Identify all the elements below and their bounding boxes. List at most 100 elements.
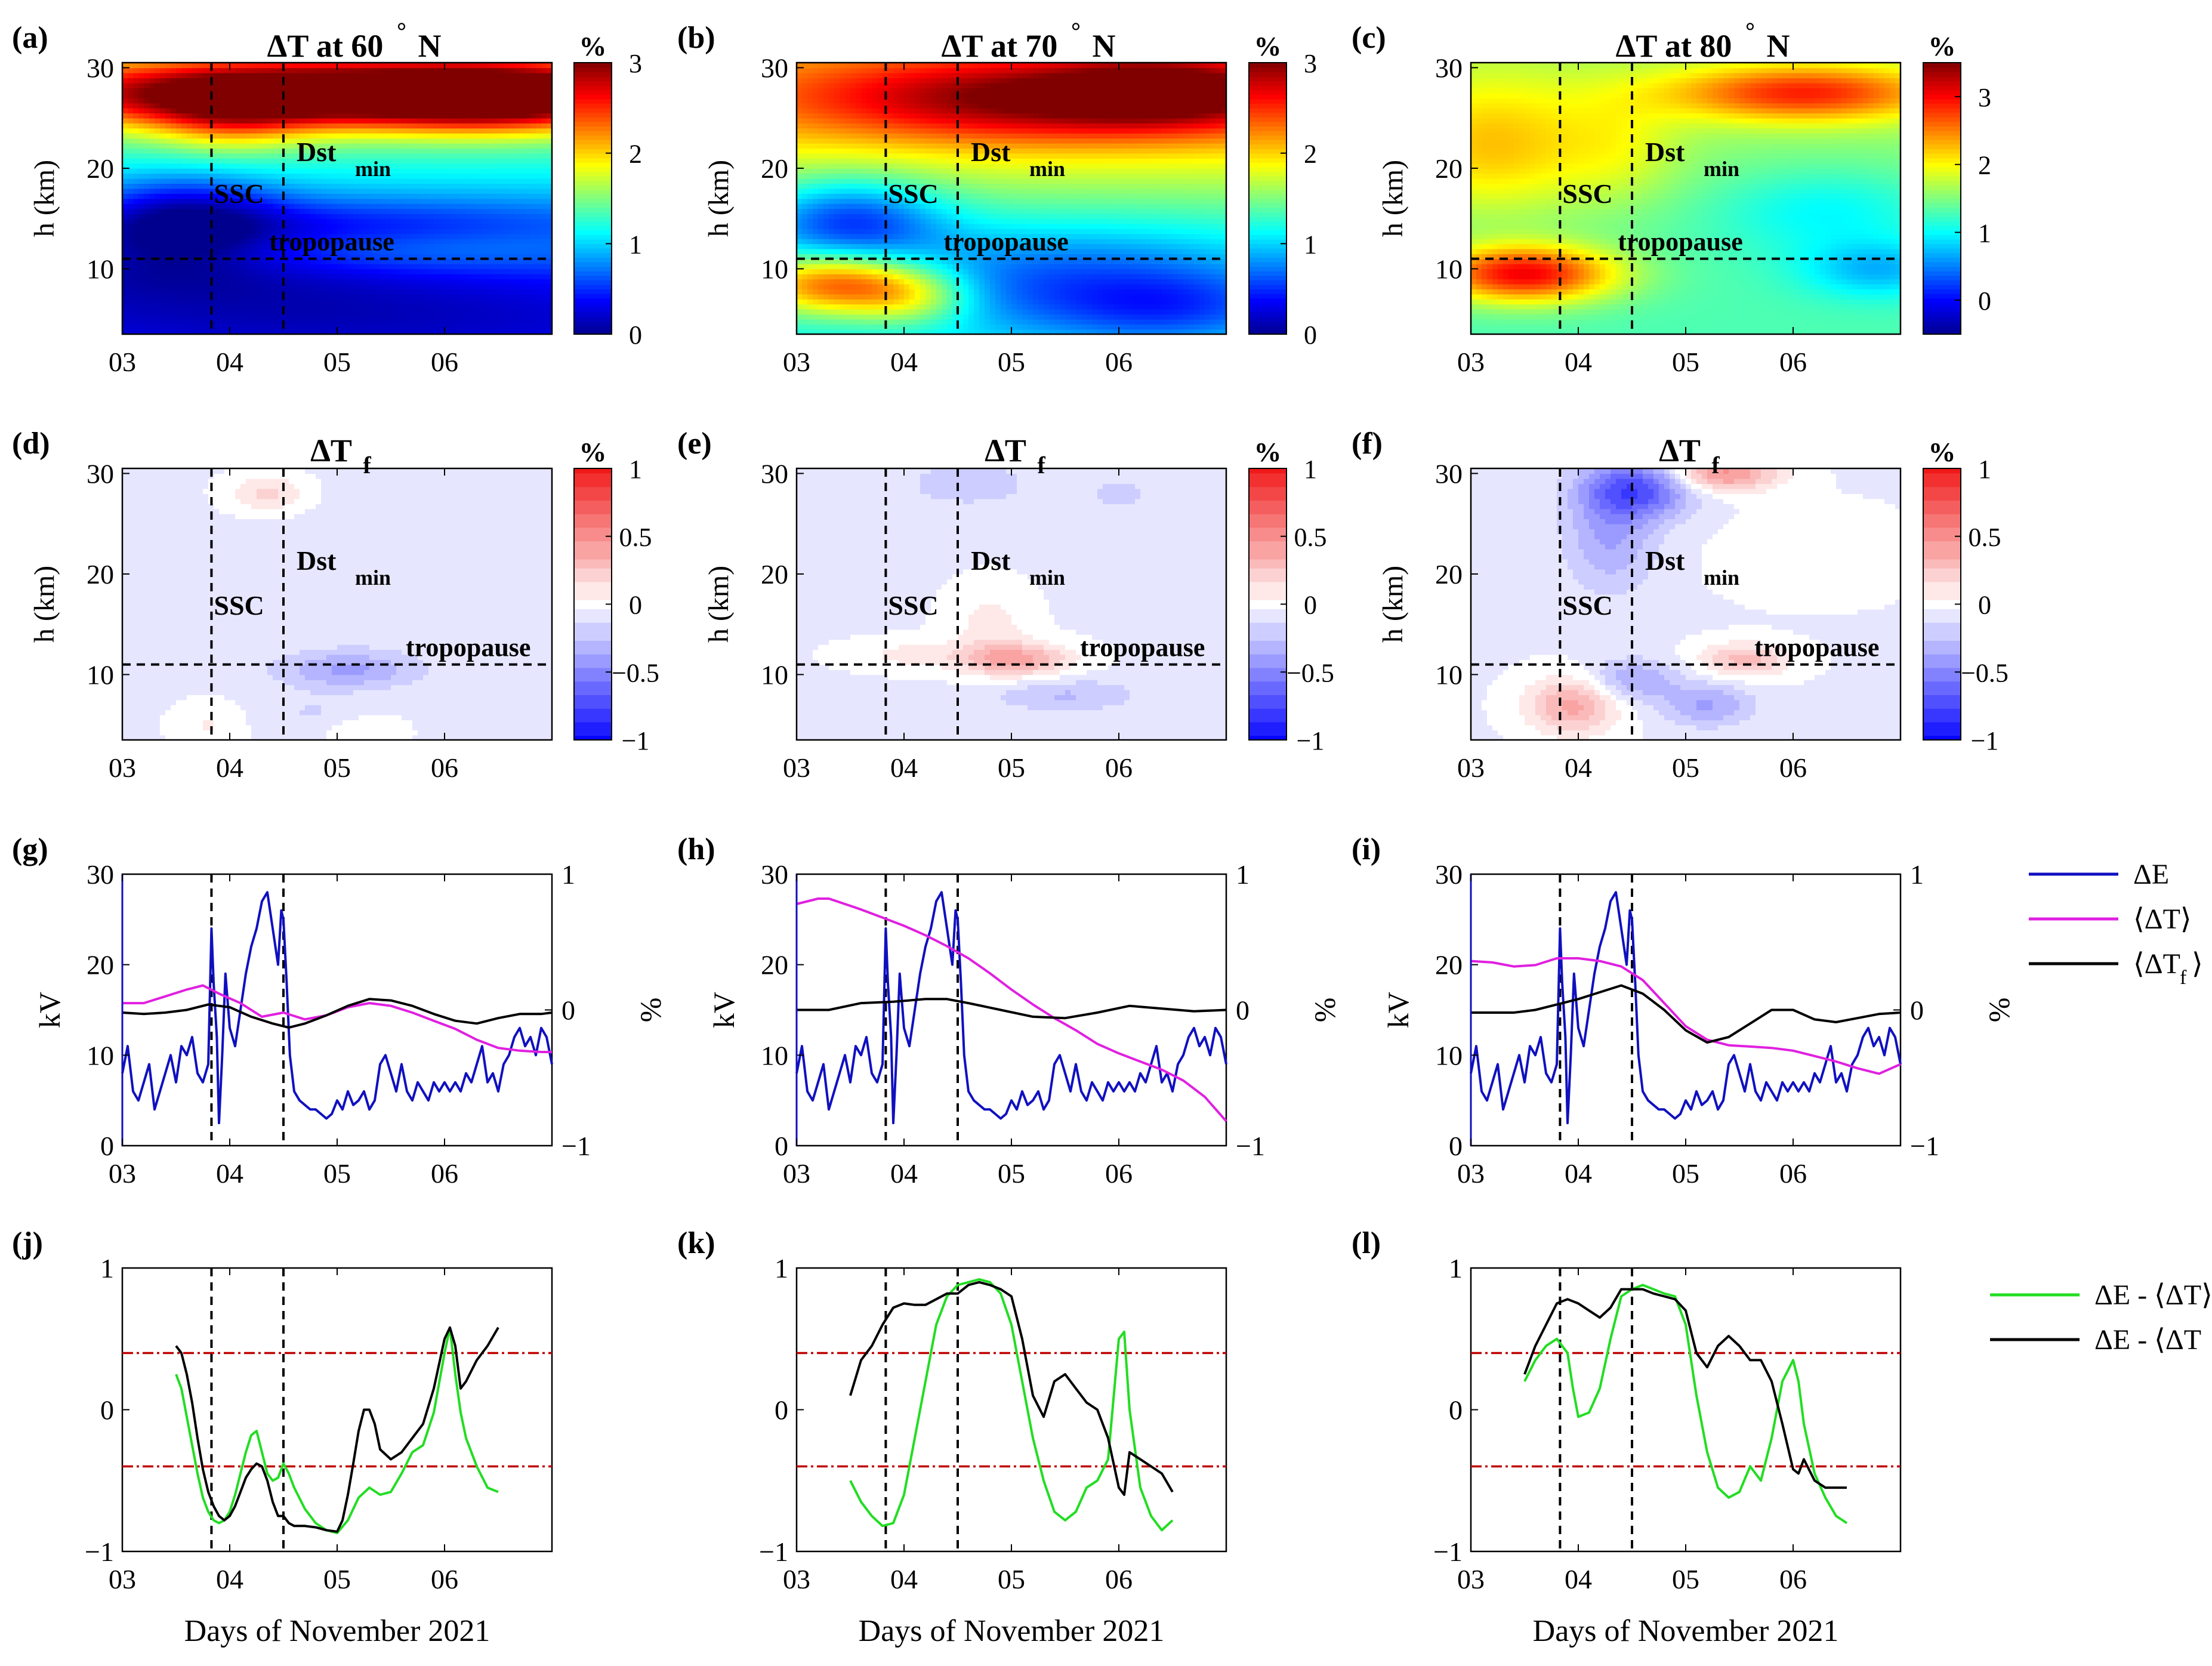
heatmap-cell <box>498 128 504 134</box>
heatmap-cell <box>267 193 273 199</box>
heatmap-cell <box>541 229 547 235</box>
heatmap-cell <box>466 193 472 199</box>
heatmap-cell <box>294 128 300 134</box>
heatmap-cell <box>246 283 252 289</box>
heatmap-cell <box>122 153 128 159</box>
heatmap-cell <box>455 158 461 164</box>
heatmap-cell <box>144 148 150 154</box>
heatmap-cell <box>273 273 279 280</box>
heatmap-cell <box>359 123 365 129</box>
heatmap-cell <box>337 319 343 325</box>
heatmap-cell <box>466 299 472 305</box>
heatmap-cell <box>434 168 440 174</box>
heatmap-cell <box>514 269 520 274</box>
heatmap-cell <box>450 63 456 69</box>
heatmap-cell <box>823 123 829 129</box>
heatmap-cell <box>214 107 220 113</box>
heatmap-cell <box>536 324 542 330</box>
heatmap-cell <box>845 143 851 149</box>
heatmap-cell <box>380 67 386 73</box>
heatmap-cell <box>198 168 203 174</box>
heatmap-cell <box>493 269 499 274</box>
heatmap-cell <box>348 183 354 189</box>
heatmap-cell <box>530 148 536 154</box>
heatmap-cell <box>348 299 354 305</box>
heatmap-cell <box>520 178 526 184</box>
heatmap-cell <box>445 283 451 289</box>
heatmap-cell <box>439 254 445 260</box>
heatmap-cell <box>240 98 246 104</box>
heatmap-cell <box>488 158 493 164</box>
heatmap-cell <box>257 153 263 159</box>
heatmap-cell <box>214 178 220 184</box>
heatmap-cell <box>348 72 354 79</box>
heatmap-cell <box>461 233 467 239</box>
heatmap-cell <box>445 98 451 104</box>
heatmap-cell <box>504 113 510 119</box>
dstmin-annotation: Dst <box>297 137 337 167</box>
heatmap-cell <box>203 329 209 335</box>
heatmap-cell <box>230 143 236 149</box>
heatmap-cell <box>840 183 846 189</box>
heatmap-cell <box>369 183 375 189</box>
heatmap-cell <box>829 168 835 174</box>
heatmap-cell <box>122 243 128 249</box>
heatmap-cell <box>343 188 348 194</box>
heatmap-cell <box>498 203 504 209</box>
heatmap-cell <box>165 153 171 159</box>
heatmap-cell <box>834 273 840 280</box>
heatmap-cell <box>326 163 332 169</box>
heatmap-cell <box>300 88 306 94</box>
heatmap-cell <box>348 238 354 245</box>
heatmap-cell <box>380 289 386 295</box>
heatmap-cell <box>834 229 840 235</box>
heatmap-cell <box>262 269 268 274</box>
heatmap-cell <box>520 193 526 199</box>
heatmap-cell <box>144 193 150 199</box>
heatmap-cell <box>813 103 819 109</box>
heatmap-cell <box>541 248 547 254</box>
heatmap-cell <box>445 113 451 119</box>
heatmap-cell <box>493 233 499 239</box>
heatmap-cell <box>283 319 289 325</box>
heatmap-cell <box>294 72 300 79</box>
heatmap-cell <box>369 289 375 295</box>
heatmap-cell <box>300 283 306 289</box>
heatmap-cell <box>536 193 542 199</box>
heatmap-cell <box>845 148 851 154</box>
heatmap-cell <box>412 218 418 224</box>
heatmap-cell <box>332 72 338 79</box>
heatmap-cell <box>230 92 236 98</box>
heatmap-cell <box>818 153 824 159</box>
heatmap-cell <box>428 103 434 109</box>
heatmap-cell <box>246 193 252 199</box>
heatmap-cell <box>326 254 332 260</box>
heatmap-cell <box>380 128 386 134</box>
heatmap-cell <box>214 304 220 310</box>
heatmap-cell <box>514 198 520 204</box>
heatmap-cell <box>133 78 139 84</box>
heatmap-cell <box>541 198 547 204</box>
heatmap-cell <box>536 188 542 194</box>
heatmap-cell <box>208 158 214 164</box>
heatmap-cell <box>520 163 526 169</box>
heatmap-cell <box>149 188 155 194</box>
heatmap-cell <box>160 67 166 73</box>
heatmap-cell <box>230 198 236 204</box>
heatmap-cell <box>514 123 520 129</box>
heatmap-cell <box>310 299 316 305</box>
heatmap-cell <box>332 258 338 264</box>
heatmap-cell <box>257 113 263 119</box>
heatmap-cell <box>514 213 520 219</box>
heatmap-cell <box>198 183 203 189</box>
heatmap-cell <box>262 289 268 295</box>
heatmap-cell <box>520 213 526 219</box>
heatmap-cell <box>187 198 193 204</box>
heatmap-cell <box>289 229 295 235</box>
heatmap-cell <box>823 188 829 194</box>
heatmap-cell <box>353 279 359 285</box>
heatmap-cell <box>203 308 209 315</box>
heatmap-cell <box>375 273 381 280</box>
heatmap-cell <box>380 183 386 189</box>
heatmap-cell <box>797 153 803 159</box>
